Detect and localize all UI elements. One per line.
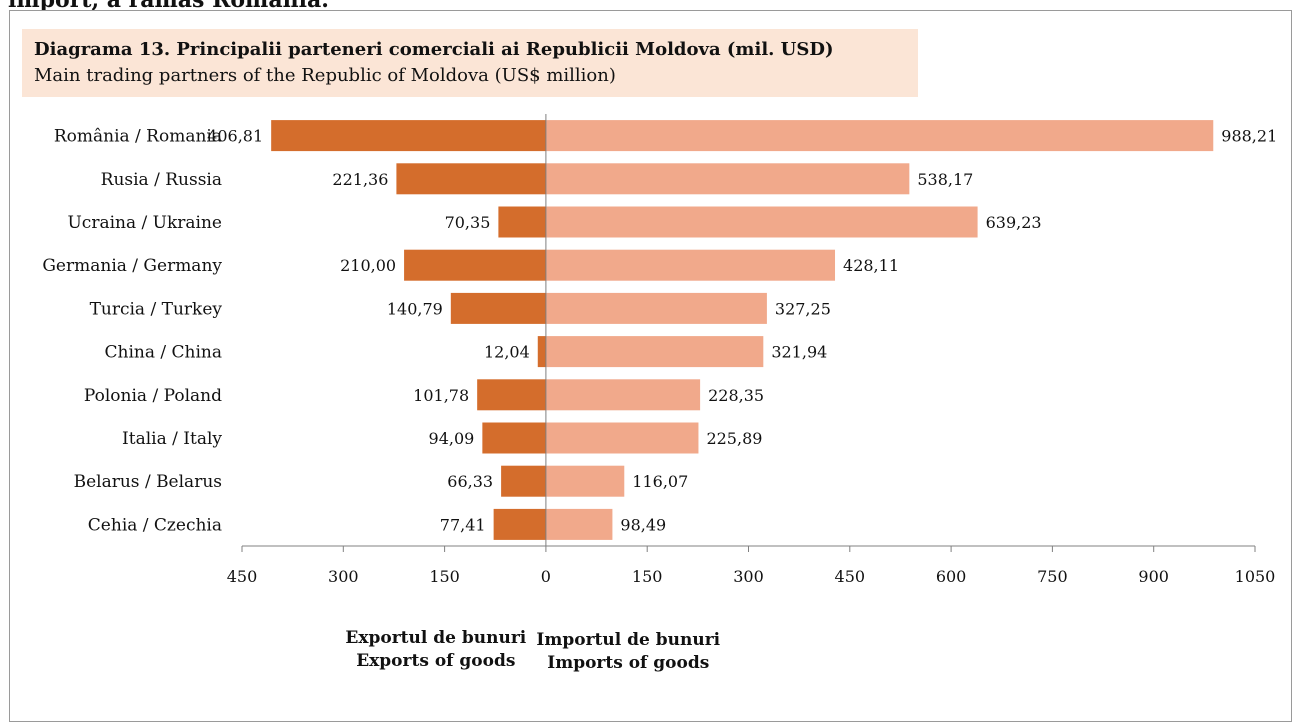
chart-subtitle: Main trading partners of the Republic of… bbox=[34, 65, 616, 86]
export-value-label: 140,79 bbox=[387, 299, 443, 318]
export-bar bbox=[271, 120, 546, 152]
import-bar bbox=[545, 292, 767, 324]
export-value-label: 12,04 bbox=[484, 343, 530, 362]
import-value-label: 116,07 bbox=[632, 472, 688, 491]
import-bar bbox=[545, 465, 625, 497]
import-bar bbox=[545, 120, 1214, 152]
export-bar bbox=[498, 206, 546, 238]
import-bar bbox=[545, 379, 701, 411]
import-bar bbox=[545, 206, 978, 238]
category-label: China / China bbox=[105, 343, 223, 363]
import-bar bbox=[545, 422, 699, 454]
export-value-label: 101,78 bbox=[413, 386, 469, 405]
x-tick-label: 0 bbox=[541, 567, 551, 586]
export-bar bbox=[501, 465, 546, 497]
export-value-label: 94,09 bbox=[429, 429, 475, 448]
x-tick-label: 450 bbox=[227, 567, 258, 586]
chart-title-box: Diagrama 13. Principalii parteneri comer… bbox=[22, 29, 918, 97]
export-value-label: 77,41 bbox=[440, 515, 486, 534]
export-bar bbox=[477, 379, 546, 411]
export-caption: Exportul de bunuri bbox=[345, 628, 526, 648]
category-label: Germania / Germany bbox=[42, 256, 222, 276]
import-value-label: 988,21 bbox=[1221, 127, 1277, 146]
export-bar bbox=[450, 292, 546, 324]
import-value-label: 225,89 bbox=[706, 429, 762, 448]
import-value-label: 538,17 bbox=[917, 170, 973, 189]
chart-title: Diagrama 13. Principalii parteneri comer… bbox=[34, 39, 834, 60]
export-bar bbox=[482, 422, 546, 454]
category-label: România / Romania bbox=[54, 127, 222, 147]
export-caption: Exports of goods bbox=[356, 651, 515, 671]
x-tick-label: 600 bbox=[936, 567, 967, 586]
export-bar bbox=[493, 508, 546, 540]
export-value-label: 210,00 bbox=[340, 256, 396, 275]
x-tick-label: 150 bbox=[632, 567, 663, 586]
category-label: Belarus / Belarus bbox=[74, 472, 222, 492]
x-tick-label: 900 bbox=[1138, 567, 1169, 586]
x-tick-label: 300 bbox=[733, 567, 764, 586]
x-tick-label: 750 bbox=[1037, 567, 1068, 586]
import-value-label: 327,25 bbox=[775, 299, 831, 318]
export-bar bbox=[404, 249, 546, 281]
import-value-label: 98,49 bbox=[620, 515, 666, 534]
import-caption: Importul de bunuri bbox=[536, 630, 720, 650]
page-heading-fragment: import, a rămas România. bbox=[8, 0, 329, 13]
import-bar bbox=[545, 249, 836, 281]
import-value-label: 639,23 bbox=[986, 213, 1042, 232]
import-value-label: 228,35 bbox=[708, 386, 764, 405]
category-label: Turcia / Turkey bbox=[90, 299, 223, 319]
x-tick-label: 300 bbox=[328, 567, 359, 586]
x-tick-label: 450 bbox=[835, 567, 866, 586]
import-caption: Imports of goods bbox=[547, 653, 709, 673]
export-bar bbox=[537, 336, 546, 368]
import-value-label: 321,94 bbox=[771, 343, 827, 362]
export-value-label: 406,81 bbox=[207, 127, 263, 146]
import-value-label: 428,11 bbox=[843, 256, 899, 275]
x-tick-label: 1050 bbox=[1235, 567, 1276, 586]
category-label: Rusia / Russia bbox=[101, 170, 222, 190]
export-value-label: 221,36 bbox=[332, 170, 388, 189]
export-value-label: 70,35 bbox=[445, 213, 491, 232]
import-bar bbox=[545, 336, 764, 368]
category-label: Ucraina / Ukraine bbox=[67, 213, 222, 233]
export-bar bbox=[396, 163, 546, 195]
import-bar bbox=[545, 508, 613, 540]
category-label: Cehia / Czechia bbox=[88, 515, 222, 535]
export-value-label: 66,33 bbox=[447, 472, 493, 491]
import-bar bbox=[545, 163, 910, 195]
category-label: Italia / Italy bbox=[122, 429, 222, 449]
x-tick-label: 150 bbox=[429, 567, 460, 586]
category-label: Polonia / Poland bbox=[84, 386, 222, 406]
